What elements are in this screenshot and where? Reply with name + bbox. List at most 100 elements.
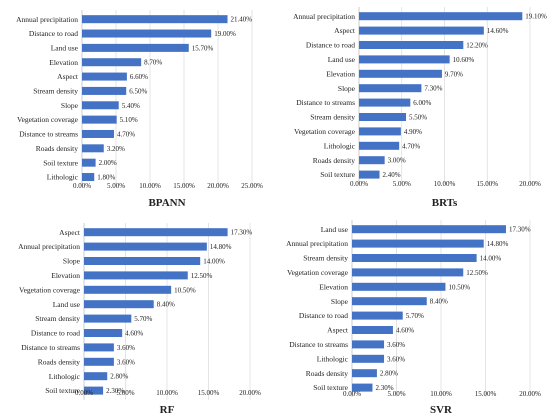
rf-bar-4 (84, 271, 188, 280)
rf-bar-3 (84, 257, 201, 265)
bpann-value-label-10: 3.20% (107, 145, 125, 153)
rf-tick-label-0: 0.00% (75, 389, 93, 397)
brts-category-label-10: Lithologic (324, 141, 356, 150)
rf-value-label-5: 10.50% (174, 286, 196, 294)
panel-brts: Annual precipitation 19.10% Aspect 14.60% Di… (293, 7, 547, 209)
bpann-category-label-11: Soil texture (43, 158, 78, 167)
panel-rf: Aspect 17.30% Annual precipitation 14.80% Sl… (18, 223, 261, 416)
bpann-category-label-10: Roads density (36, 144, 79, 153)
rf-tick-label-4: 20.00% (239, 389, 261, 397)
bpann-bar-7 (82, 101, 119, 110)
brts-category-label-3: Distance to road (306, 41, 355, 50)
svr-value-label-10: 3.60% (387, 355, 405, 363)
bpann-bar-11 (82, 158, 96, 167)
svr-category-label-10: Lithologic (317, 354, 349, 363)
rf-bar-7 (84, 314, 132, 323)
svr-value-label-12: 2.30% (375, 384, 393, 392)
svr-tick-label-2: 10.00% (430, 390, 452, 398)
bpann-bar-2 (82, 29, 212, 38)
brts-value-label-11: 3.00% (388, 157, 406, 165)
svr-bar-4 (352, 268, 464, 277)
bpann-value-label-12: 1.80% (97, 174, 115, 182)
bpann-category-label-7: Slope (61, 101, 79, 110)
rf-value-label-10: 3.60% (117, 358, 135, 366)
svr-bar-9 (352, 340, 385, 349)
svr-value-label-7: 5.70% (406, 312, 424, 320)
bpann-value-label-11: 2.00% (99, 159, 117, 167)
bpann-bar-5 (82, 72, 127, 81)
rf-category-label-8: Distance to road (31, 329, 80, 338)
rf-category-label-9: Distance to streams (21, 343, 80, 352)
bpann-category-label-9: Distance to streams (19, 130, 78, 139)
brts-tick-label-2: 10.00% (434, 180, 456, 188)
bpann-bar-12 (82, 173, 95, 182)
svr-title: SVR (430, 404, 453, 416)
svr-category-label-6: Slope (331, 297, 349, 306)
rf-category-label-5: Vegetation coverage (19, 285, 81, 294)
rf-value-label-7: 5.70% (134, 315, 152, 323)
rf-value-label-12: 2.30% (106, 387, 124, 395)
rf-bar-9 (84, 343, 114, 352)
brts-tick-label-4: 20.00% (519, 180, 541, 188)
rf-bar-1 (84, 228, 228, 237)
brts-value-label-8: 5.50% (409, 114, 427, 122)
rf-tick-label-1: 5.00% (116, 389, 134, 397)
bpann-value-label-1: 21.40% (231, 16, 253, 24)
svr-category-label-9: Distance to streams (289, 340, 348, 349)
rf-category-label-4: Elevation (51, 271, 80, 280)
svr-tick-label-0: 0.00% (343, 390, 361, 398)
rf-category-label-7: Stream density (35, 314, 80, 323)
brts-category-label-12: Soil texture (320, 170, 355, 179)
rf-value-label-8: 4.60% (125, 330, 143, 338)
svr-bar-7 (352, 311, 403, 320)
bpann-tick-label-5: 25.00% (241, 182, 263, 190)
bpann-value-label-4: 8.70% (144, 59, 162, 67)
brts-value-label-4: 10.60% (453, 56, 475, 64)
brts-bar-1 (359, 12, 523, 21)
bpann-category-label-5: Aspect (57, 72, 79, 81)
svr-category-label-7: Distance to road (299, 311, 348, 320)
svr-tick-label-1: 5.00% (387, 390, 405, 398)
svr-category-label-4: Vegetation coverage (287, 268, 349, 277)
brts-bar-8 (359, 113, 407, 121)
brts-value-label-9: 4.90% (404, 128, 422, 136)
svr-bar-1 (352, 225, 506, 234)
brts-category-label-2: Aspect (334, 26, 356, 35)
bpann-tick-label-0: 0.00% (73, 182, 91, 190)
brts-bar-2 (359, 26, 484, 35)
brts-value-label-7: 6.00% (413, 99, 431, 107)
svr-tick-label-3: 15.00% (475, 390, 497, 398)
brts-category-label-11: Roads density (313, 156, 356, 165)
svr-bar-3 (352, 254, 477, 262)
rf-bar-8 (84, 329, 123, 337)
bpann-bar-4 (82, 58, 142, 67)
brts-category-label-4: Land use (328, 55, 356, 64)
rf-value-label-1: 17.30% (231, 229, 253, 237)
rf-category-label-2: Annual precipitation (18, 242, 80, 251)
svr-bar-2 (352, 239, 484, 248)
bpann-tick-label-2: 10.00% (139, 182, 161, 190)
rf-tick-label-2: 10.00% (156, 389, 178, 397)
brts-bar-10 (359, 141, 400, 150)
bpann-value-label-5: 6.60% (130, 73, 148, 81)
svr-value-label-9: 3.60% (387, 341, 405, 349)
svr-value-label-8: 4.60% (396, 327, 414, 335)
bpann-tick-label-4: 20.00% (207, 182, 229, 190)
brts-value-label-2: 14.60% (487, 27, 509, 35)
rf-bar-2 (84, 242, 207, 251)
brts-category-label-5: Elevation (326, 69, 355, 78)
bpann-category-label-3: Land use (51, 43, 79, 52)
svr-category-label-2: Annual precipitation (286, 239, 348, 248)
rf-category-label-12: Soil texture (45, 386, 80, 395)
bpann-category-label-12: Lithologic (47, 173, 79, 182)
brts-category-label-8: Stream density (310, 113, 355, 122)
svr-bar-12 (352, 383, 373, 392)
bpann-value-label-3: 15.70% (192, 44, 214, 52)
rf-category-label-1: Aspect (59, 228, 81, 237)
bpann-bar-1 (82, 15, 228, 24)
svr-category-label-11: Roads density (306, 369, 349, 378)
bpann-category-label-2: Distance to road (29, 29, 78, 38)
svr-value-label-2: 14.80% (487, 240, 509, 248)
svr-value-label-1: 17.30% (509, 226, 531, 234)
bpann-category-label-8: Vegetation coverage (17, 115, 79, 124)
